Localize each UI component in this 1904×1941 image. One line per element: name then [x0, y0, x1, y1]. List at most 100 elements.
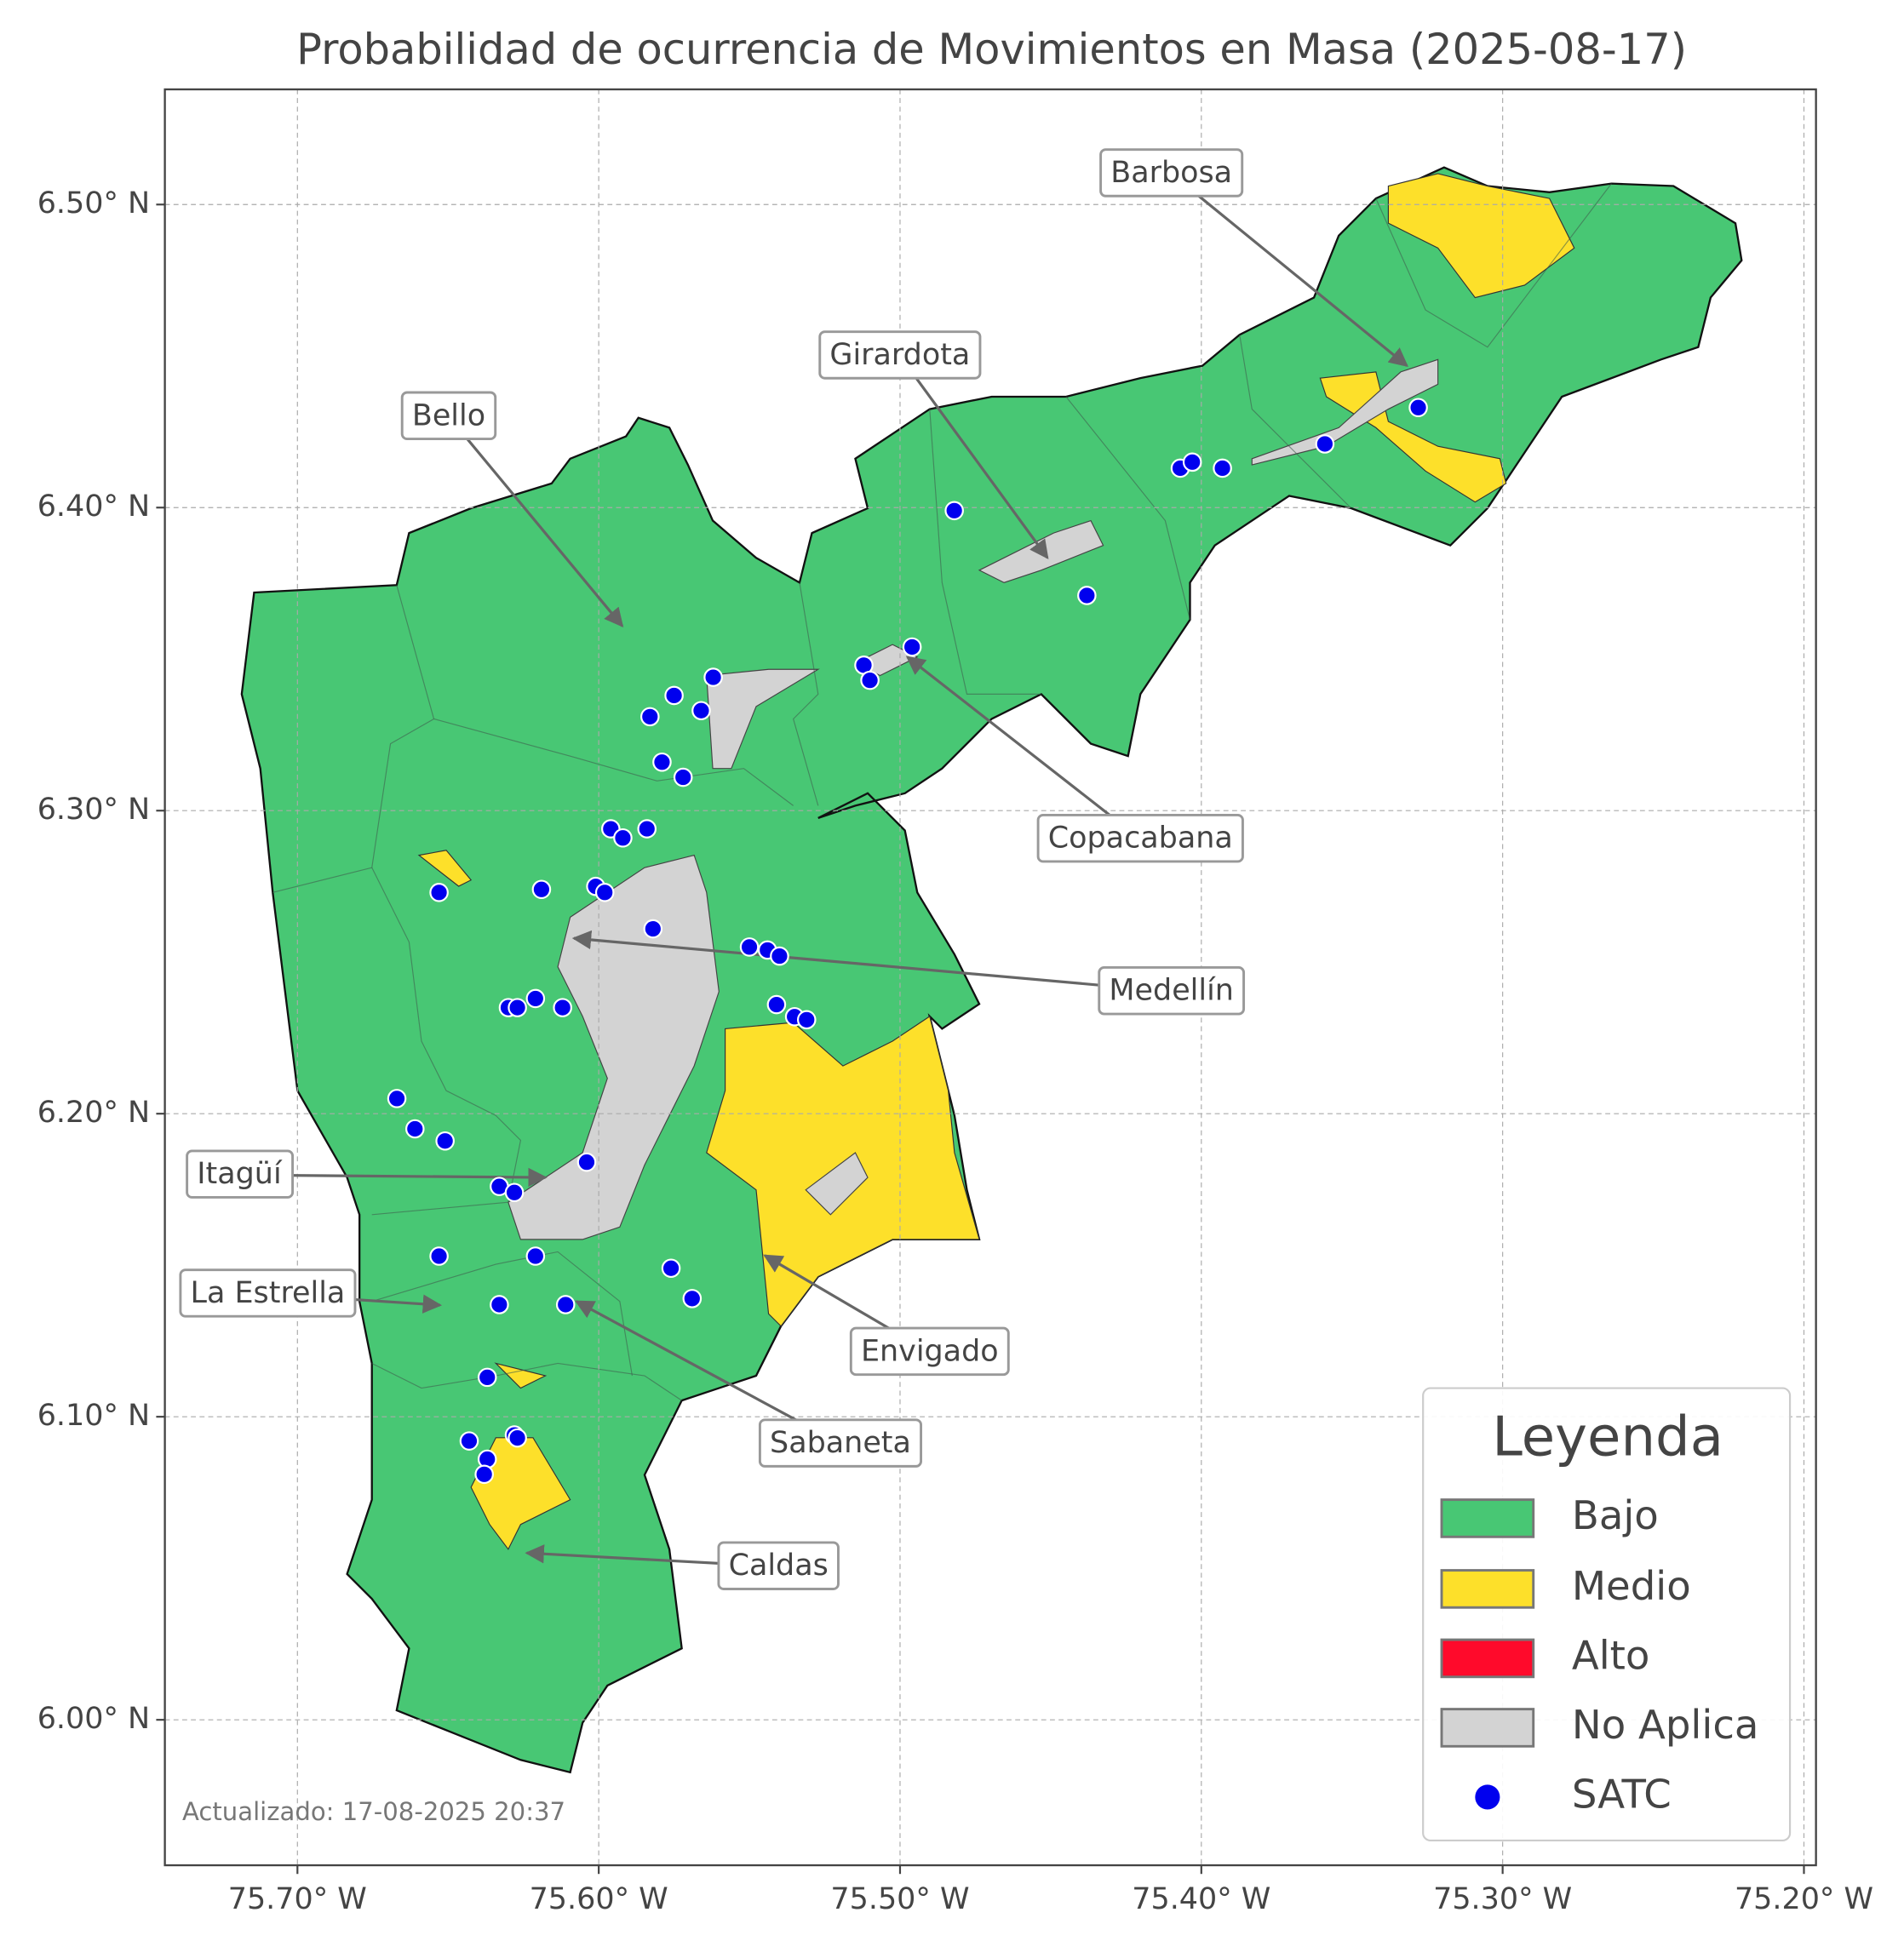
legend-marker [1475, 1784, 1500, 1810]
annotation-arrow [1170, 172, 1408, 368]
satc-point [640, 707, 660, 727]
satc-point [770, 946, 789, 966]
y-tick-label: 6.00° N [37, 1702, 150, 1736]
x-tick-label: 75.20° W [1735, 1882, 1873, 1916]
satc-point [682, 1289, 703, 1308]
satc-point [474, 1464, 494, 1485]
legend-label: Medio [1572, 1563, 1691, 1609]
legend-label: Alto [1572, 1632, 1650, 1678]
satc-point [508, 1428, 527, 1448]
legend-label: SATC [1572, 1771, 1672, 1817]
satc-point [459, 1431, 479, 1451]
footnote: Actualizado: 17-08-2025 20:37 [182, 1797, 565, 1826]
legend-label: Bajo [1572, 1492, 1659, 1538]
annotation-arrow [447, 415, 624, 628]
annotation-box [186, 1149, 295, 1199]
satc-point [1408, 398, 1428, 418]
region-no-aplica [1251, 358, 1439, 466]
annotation-box [1036, 813, 1244, 863]
legend-swatch [1440, 1498, 1535, 1538]
x-tick-label: 75.30° W [1433, 1882, 1572, 1916]
x-tick-label: 75.40° W [1132, 1882, 1270, 1916]
satc-point [860, 670, 880, 690]
annotation-label: Itagüí [197, 1157, 283, 1191]
boundary [371, 1362, 682, 1401]
boundary [793, 582, 819, 806]
satc-point [525, 988, 546, 1009]
satc-point [797, 1010, 817, 1030]
annotation-label: Girardota [829, 338, 970, 372]
satc-point [902, 637, 922, 657]
satc-point [525, 1246, 546, 1266]
annotation-label: La Estrella [191, 1276, 346, 1310]
satc-point [531, 879, 552, 900]
annotation-label: Bello [412, 398, 485, 432]
satc-point [555, 1295, 576, 1314]
annotation-box [758, 1418, 923, 1468]
region-medio [417, 850, 473, 887]
satc-point [429, 1246, 449, 1266]
satc-point [673, 767, 693, 787]
annotation-box [179, 1268, 357, 1318]
satc-point [637, 819, 657, 839]
y-tick-label: 6.40° N [37, 490, 150, 524]
satc-point [739, 937, 760, 957]
legend-label: No Aplica [1572, 1702, 1759, 1748]
legend: Leyenda Bajo Medio Alto No Aplica SATC [1422, 1387, 1792, 1842]
boundary [1065, 396, 1191, 621]
annotation-arrow [898, 355, 1049, 560]
y-tick-label: 6.30° N [37, 793, 150, 827]
satc-point [553, 998, 572, 1017]
satc-point [1077, 586, 1097, 605]
legend-title: Leyenda [1492, 1406, 1723, 1469]
legend-swatch [1440, 1638, 1535, 1679]
x-tick-label: 75.50° W [830, 1882, 969, 1916]
region-medio [494, 1362, 548, 1389]
annotation-label: Copacabana [1048, 822, 1233, 856]
boundaries [272, 183, 1612, 1401]
chart-title: Probabilidad de ocurrencia de Movimiento… [296, 25, 1687, 74]
satc-point [664, 685, 684, 706]
boundary [272, 585, 435, 893]
satc-point [576, 1152, 597, 1172]
satc-point [1182, 452, 1202, 472]
region-no-aplica [508, 854, 720, 1240]
plot-frame [163, 88, 1817, 1867]
region-no-aplica [805, 1152, 869, 1216]
annotation-label: Barbosa [1110, 156, 1232, 190]
satc-point [429, 883, 449, 902]
region-bajo [240, 166, 1743, 1774]
boundary [1239, 335, 1352, 509]
satc-point [703, 667, 723, 687]
satc-point [613, 827, 633, 848]
annotation-arrow [571, 930, 1172, 993]
annotation-box [818, 330, 982, 380]
region-medio [470, 1437, 571, 1550]
satc-point [944, 501, 964, 521]
annotation-box [400, 391, 497, 441]
annotation-label: Envigado [861, 1334, 999, 1368]
satc-point [661, 1258, 681, 1279]
satc-point [1315, 434, 1335, 454]
satc-point [477, 1367, 497, 1388]
satc-point [508, 998, 527, 1017]
satc-point [594, 883, 615, 902]
satc-point [387, 1089, 407, 1108]
satc-point [652, 752, 672, 772]
boundary [1375, 183, 1612, 348]
y-tick-label: 6.20° N [37, 1096, 150, 1130]
annotation-label: Caldas [729, 1549, 829, 1583]
annotation-label: Sabaneta [770, 1426, 911, 1460]
annotation-box [1099, 148, 1244, 198]
satc-point [435, 1131, 455, 1151]
satc-point [766, 994, 787, 1015]
satc-point [490, 1295, 509, 1314]
annotation-arrow [905, 656, 1142, 840]
satc-points [387, 398, 1428, 1485]
y-tick-label: 6.50° N [37, 186, 150, 220]
satc-point [643, 919, 663, 939]
annotation-label: Medellín [1109, 974, 1234, 1008]
y-tick-label: 6.10° N [37, 1399, 150, 1433]
satc-point [691, 701, 711, 721]
